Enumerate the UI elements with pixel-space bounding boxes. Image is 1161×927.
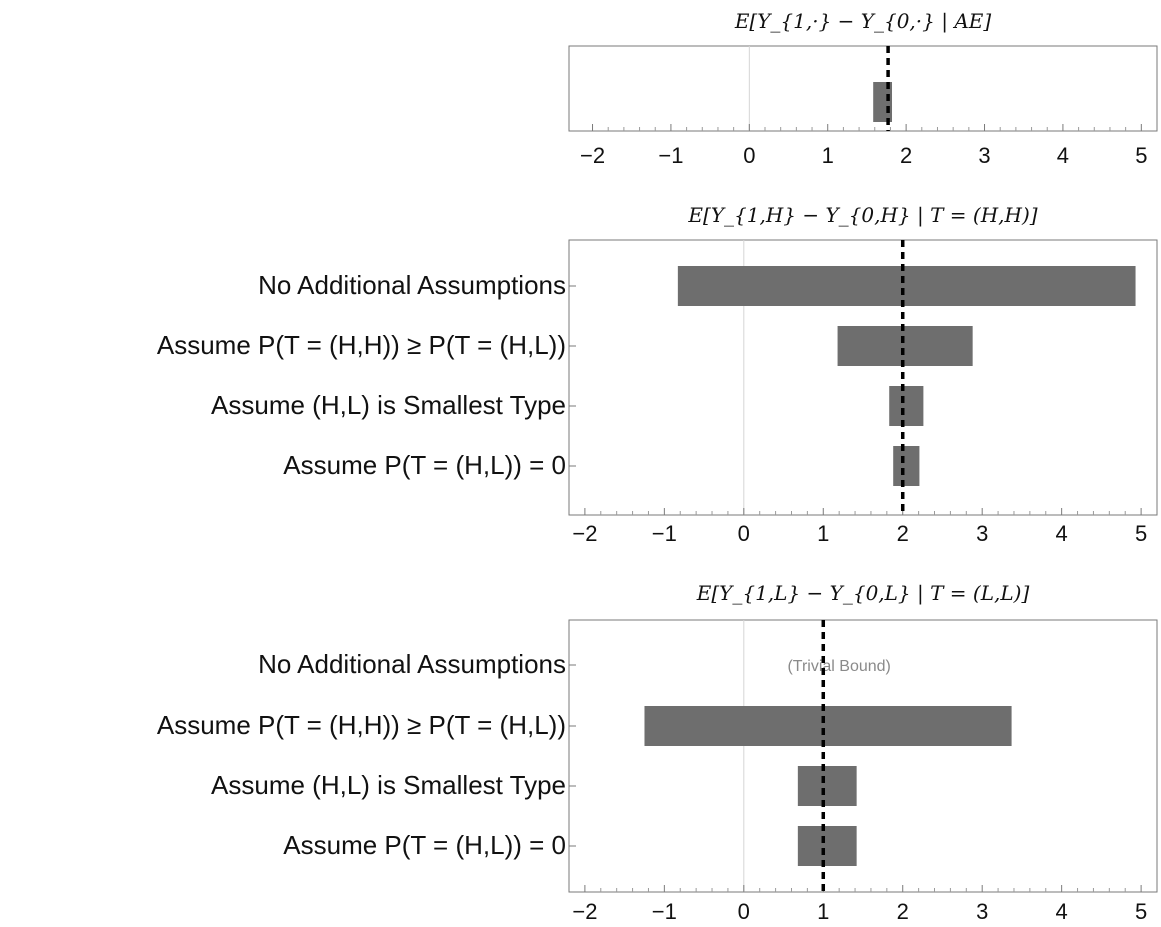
category-label: No Additional Assumptions: [258, 270, 566, 300]
category-label: Assume P(T = (H,L)) = 0: [283, 450, 566, 480]
x-tick-label: 2: [897, 521, 909, 546]
interval-bar: [797, 826, 857, 866]
chart-title: E[Y_{1,H} − Y_{0,H} | T = (H,H)]: [687, 203, 1037, 228]
x-tick-label: 2: [900, 143, 912, 168]
x-tick-label: −1: [652, 521, 677, 546]
interval-bar: [677, 266, 1136, 306]
x-tick-label: −1: [652, 899, 677, 924]
x-tick-label: 1: [817, 521, 829, 546]
chart-title: E[Y_{1,·} − Y_{0,·} | AE]: [734, 9, 992, 34]
plot-frame: [568, 619, 1158, 893]
interval-bar: [893, 446, 920, 486]
annotation-text: (Trivial Bound): [787, 658, 890, 675]
x-tick-label: 5: [1135, 143, 1147, 168]
interval-bar: [889, 386, 924, 426]
x-tick-label: 3: [978, 143, 990, 168]
x-tick-label: 1: [822, 143, 834, 168]
x-tick-label: 4: [1057, 143, 1069, 168]
category-label: Assume P(T = (H,L)) = 0: [283, 830, 566, 860]
interval-bar: [837, 326, 973, 366]
category-label: No Additional Assumptions: [258, 649, 566, 679]
chart-panel-1: E[Y_{1,·} − Y_{0,·} | AE] −2 −1 0 1 2 3 4 5: [568, 9, 1158, 168]
x-tick-label: 4: [1056, 899, 1068, 924]
category-label: Assume P(T = (H,H)) ≥ P(T = (H,L)): [157, 710, 566, 740]
chart-panel-3: E[Y_{1,L} − Y_{0,L} | T = (L,L)] −2 −1 0 1 2 3…: [157, 581, 1158, 924]
chart-title: E[Y_{1,L} − Y_{0,L} | T = (L,L)]: [696, 581, 1030, 606]
interval-bar: [644, 706, 1012, 746]
x-tick-label: −1: [658, 143, 683, 168]
x-tick-label: 0: [738, 521, 750, 546]
x-tick-label: 4: [1056, 521, 1068, 546]
chart-panel-2: E[Y_{1,H} − Y_{0,H} | T = (H,H)] −2 −1 0 1 2 3…: [157, 203, 1158, 546]
x-tick-label: 3: [976, 521, 988, 546]
x-tick-label: 2: [897, 899, 909, 924]
x-tick-label: 5: [1135, 521, 1147, 546]
x-tick-label: 5: [1135, 899, 1147, 924]
plot-frame: [568, 45, 1158, 132]
x-tick-label: 1: [817, 899, 829, 924]
category-label: Assume (H,L) is Smallest Type: [211, 770, 566, 800]
x-tick-label: 0: [738, 899, 750, 924]
x-tick-label: −2: [580, 143, 605, 168]
x-tick-label: 0: [743, 143, 755, 168]
x-tick-label: −2: [572, 521, 597, 546]
category-label: Assume (H,L) is Smallest Type: [211, 390, 566, 420]
category-label: Assume P(T = (H,H)) ≥ P(T = (H,L)): [157, 330, 566, 360]
interval-bar: [797, 766, 857, 806]
x-tick-label: 3: [976, 899, 988, 924]
x-tick-label: −2: [572, 899, 597, 924]
